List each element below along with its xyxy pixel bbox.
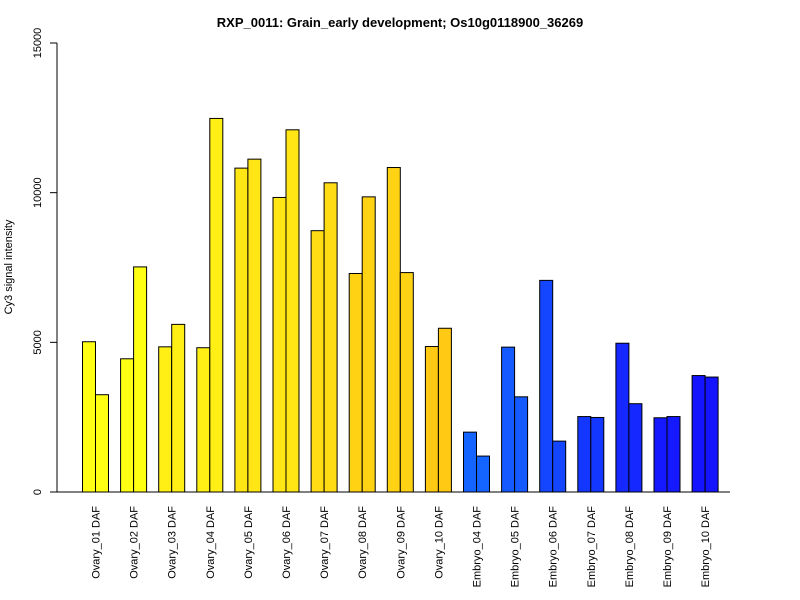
bar-17-2 (704, 376, 719, 493)
bar-10-2 (437, 327, 452, 493)
bar-2-2 (133, 266, 148, 493)
x-tick-label: Embryo_08 DAF (624, 506, 636, 588)
bar-7-1 (310, 230, 325, 493)
x-tick-label: Ovary_09 DAF (395, 506, 407, 579)
x-tick-label: Embryo_06 DAF (548, 506, 560, 588)
bar-15-2 (628, 403, 643, 493)
x-tick-labels: Ovary_01 DAF Ovary_02 DAF Ovary_03 DAF Ovar… (91, 506, 713, 588)
bar-8-2 (361, 196, 376, 493)
x-tick-label: Ovary_07 DAF (319, 506, 331, 579)
bar-5-2 (247, 158, 262, 493)
x-tick-label: Ovary_04 DAF (205, 506, 217, 579)
x-tick-label: Embryo_04 DAF (472, 506, 484, 588)
bar-17-1 (691, 375, 706, 493)
chart-title: RXP_0011: Grain_early development; Os10g… (217, 15, 583, 30)
bar-14-1 (577, 416, 592, 493)
bar-4-1 (196, 347, 211, 493)
x-tick-label: Ovary_02 DAF (129, 506, 141, 579)
y-tick-label: 5000 (32, 330, 44, 354)
bar-3-2 (171, 323, 186, 493)
bar-10-1 (424, 346, 439, 493)
x-tick-label: Ovary_10 DAF (433, 506, 445, 579)
y-tick-label: 15000 (32, 28, 44, 59)
y-tick-label: 0 (32, 489, 44, 495)
bar-5-1 (234, 167, 249, 493)
bar-8-1 (348, 272, 363, 493)
bar-1-2 (95, 394, 109, 493)
bar-3-1 (158, 346, 173, 493)
bar-9-1 (386, 167, 401, 493)
y-axis-label: Cy3 signal intensity (3, 219, 15, 314)
bar-15-1 (615, 342, 630, 493)
bar-7-2 (323, 182, 338, 493)
bar-1-1 (82, 341, 96, 493)
bar-11-1 (463, 431, 477, 493)
x-tick-label: Ovary_03 DAF (167, 506, 179, 579)
bar-12-1 (501, 346, 516, 493)
bar-13-2 (552, 440, 567, 493)
bar-6-1 (272, 196, 287, 493)
bars-group (82, 117, 719, 493)
y-tick-label: 10000 (32, 177, 44, 208)
bar-13-1 (539, 279, 554, 493)
x-tick-label: Embryo_10 DAF (700, 506, 712, 588)
x-tick-label: Embryo_05 DAF (510, 506, 522, 588)
bar-11-2 (476, 455, 490, 493)
x-tick-label: Ovary_06 DAF (281, 506, 293, 579)
bar-16-1 (653, 417, 668, 493)
bar-14-2 (590, 416, 605, 493)
bar-12-2 (514, 396, 529, 493)
x-tick-label: Ovary_08 DAF (357, 506, 369, 579)
bar-9-2 (399, 272, 414, 493)
x-tick-label: Ovary_05 DAF (243, 506, 255, 579)
bar-16-2 (666, 416, 681, 493)
x-tick-label: Embryo_07 DAF (586, 506, 598, 588)
y-ticks: 0 5000 10000 15000 (32, 28, 57, 495)
bar-2-1 (120, 358, 135, 493)
bar-4-2 (209, 117, 224, 493)
bar-6-2 (285, 129, 300, 493)
x-tick-label: Ovary_01 DAF (91, 506, 103, 579)
x-tick-label: Embryo_09 DAF (662, 506, 674, 588)
